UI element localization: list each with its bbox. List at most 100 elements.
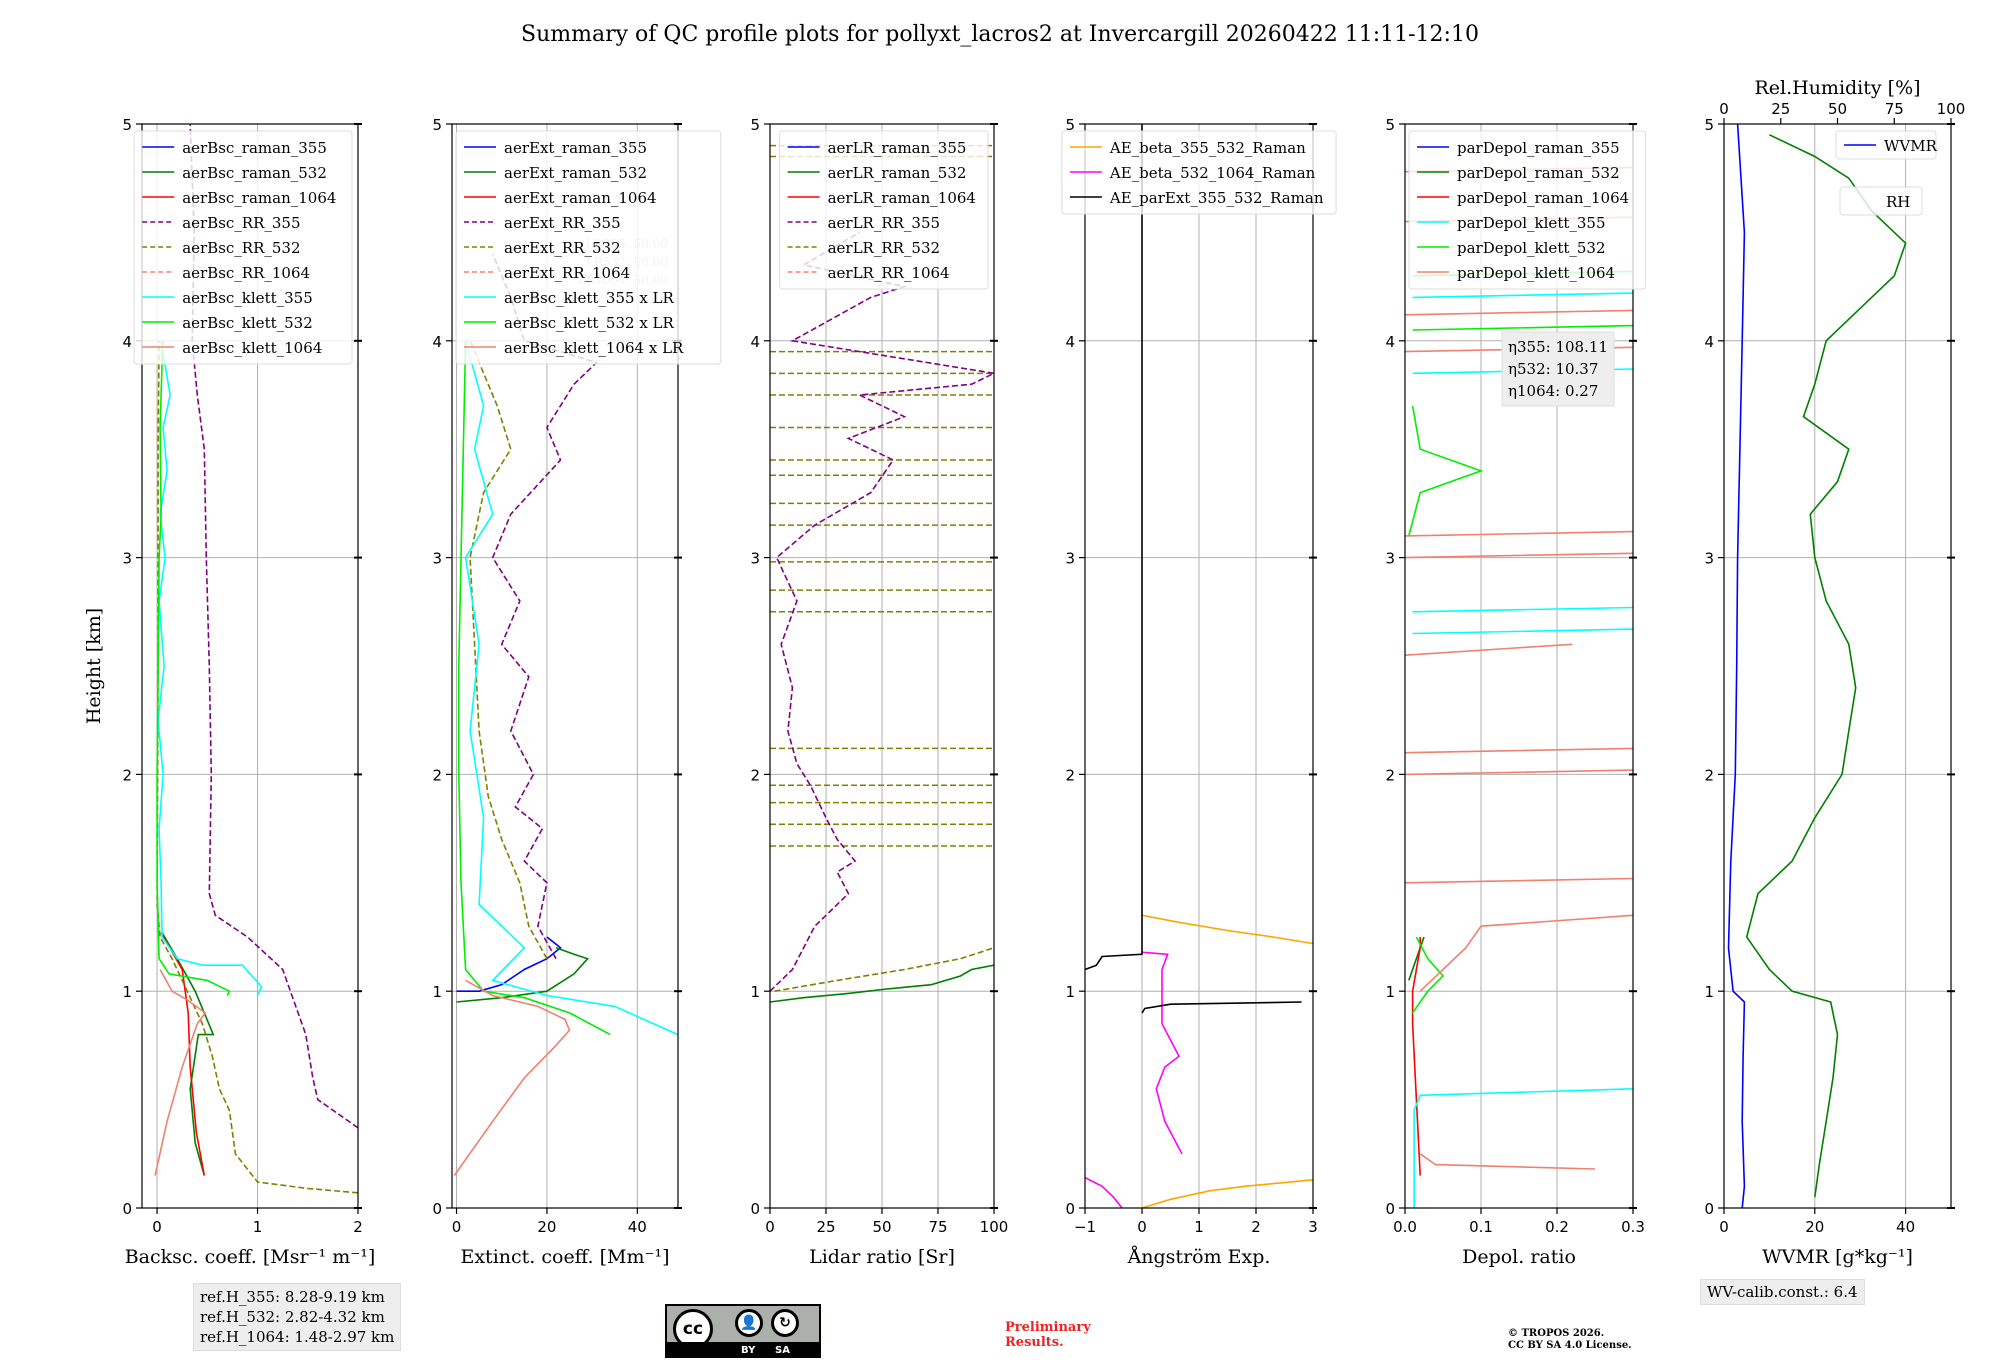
- x-axis-label: Extinct. coeff. [Mm⁻¹]: [460, 1246, 669, 1268]
- legend-label: aerLR_raman_532: [828, 164, 967, 182]
- y-tick-label: 5: [122, 116, 132, 134]
- y-tick-label: 4: [122, 333, 132, 351]
- share-alike-icon: ↻: [771, 1309, 799, 1337]
- legend-label: aerLR_RR_355: [828, 214, 940, 232]
- y-tick-label: 4: [1704, 333, 1714, 351]
- wv-calibration-box: WV-calib.const.: 6.4: [1700, 1279, 1865, 1305]
- y-axis-label: Height [km]: [83, 608, 105, 724]
- axes-frame: [141, 123, 359, 1209]
- preliminary-line-2: Results.: [1005, 1335, 1064, 1350]
- x-tick-label: 0.2: [1545, 1218, 1569, 1236]
- legend-angstrom: AE_beta_355_532_Raman AE_beta_532_1064_Ra…: [1061, 130, 1337, 215]
- legend-label: parDepol_raman_355: [1457, 139, 1620, 157]
- x2-tick-label: 50: [1828, 100, 1847, 118]
- y-tick-label: 5: [750, 116, 760, 134]
- x2-tick-label: 75: [1885, 100, 1904, 118]
- series-line: [1085, 124, 1302, 1014]
- x-tick-label: 50: [872, 1218, 891, 1236]
- y-tick-label: 1: [750, 983, 760, 1001]
- legend-label: aerBsc_klett_532: [182, 314, 313, 332]
- series-line: [1727, 124, 1746, 1208]
- y-tick-label: 1: [1065, 983, 1075, 1001]
- y-tick-label: 5: [432, 116, 442, 134]
- y-tick-label: 1: [122, 983, 132, 1001]
- legend-label: aerBsc_raman_1064: [182, 189, 336, 207]
- x-tick-label: 20: [1805, 1218, 1824, 1236]
- copyright-notice: © TROPOS 2026. CC BY SA 4.0 License.: [1508, 1328, 1632, 1352]
- depol-eta-annotation: η355: 108.11 η532: 10.37 η1064: 0.27: [1501, 331, 1615, 407]
- axes-frame: [451, 123, 679, 1209]
- legend-label: aerExt_RR_355: [504, 214, 621, 232]
- y-tick-label: 3: [750, 550, 760, 568]
- y-tick-label: 3: [432, 550, 442, 568]
- x-tick-label: 0.0: [1393, 1218, 1417, 1236]
- legend-label: aerLR_RR_1064: [828, 264, 950, 282]
- copyright-line-2: CC BY SA 4.0 License.: [1508, 1340, 1632, 1351]
- y-tick-label: 3: [1385, 550, 1395, 568]
- legend-label: aerLR_raman_355: [828, 139, 967, 157]
- person-icon: 👤: [735, 1309, 763, 1337]
- legend-backscatter: aerBsc_raman_355 aerBsc_raman_532 aerBsc_r…: [133, 130, 353, 365]
- ref-height-532: ref.H_532: 2.82-4.32 km: [200, 1308, 385, 1326]
- cc-badge-bar: BY SA: [667, 1342, 819, 1356]
- x2-tick-label: 0: [1719, 100, 1729, 118]
- legend-label: aerBsc_klett_355 x LR: [504, 289, 675, 307]
- series-line: [469, 340, 548, 960]
- legend-label: parDepol_raman_1064: [1457, 189, 1629, 207]
- series-line: [491, 253, 599, 960]
- legend-label: aerBsc_klett_532 x LR: [504, 314, 675, 332]
- x-tick-label: 0.3: [1621, 1218, 1645, 1236]
- legend-label: parDepol_klett_355: [1457, 214, 1606, 232]
- x-tick-label: 40: [628, 1218, 647, 1236]
- y-tick-label: 2: [750, 766, 760, 784]
- x-tick-label: 1: [253, 1218, 263, 1236]
- series-line: [464, 340, 678, 1036]
- x-tick-label: 2: [353, 1218, 363, 1236]
- series-line: [154, 969, 207, 1176]
- legend-rh: RH: [1839, 186, 1923, 216]
- legend-label: aerBsc_raman_355: [182, 139, 327, 157]
- panel-depol: 0 1 2 3 4 5 0.0 0.1 0.2 0.3 Depol. ratio parDepol_r…: [1385, 116, 1647, 1268]
- series-line: [456, 936, 562, 992]
- x-tick-label: 20: [537, 1218, 556, 1236]
- y-tick-label: 5: [1065, 116, 1075, 134]
- series-line: [458, 340, 611, 1036]
- series-line: [774, 947, 994, 992]
- legend-depol: parDepol_raman_355 parDepol_raman_532 parD…: [1408, 130, 1647, 290]
- series-line: [1408, 270, 1633, 1014]
- legend-label: aerLR_raman_1064: [828, 189, 976, 207]
- x-axis-label: Lidar ratio [Sr]: [809, 1246, 955, 1268]
- cc-sa-label: SA: [775, 1345, 790, 1356]
- reference-heights-box: ref.H_355: 8.28-9.19 km ref.H_532: 2.82-…: [193, 1283, 402, 1351]
- preliminary-notice: Preliminary Results.: [1005, 1320, 1091, 1350]
- legend-box: [779, 130, 989, 290]
- x-tick-label: 0.1: [1469, 1218, 1493, 1236]
- cc-license-badge: cc 👤 ↻ BY SA: [665, 1304, 821, 1358]
- x-tick-label: 0: [1719, 1218, 1729, 1236]
- annotation-line: η532: 10.37: [1508, 360, 1598, 378]
- annotation-line: η1064: 0.27: [1508, 382, 1598, 400]
- series-line: [156, 340, 231, 996]
- series-line: [1085, 951, 1183, 1208]
- y-tick-label: 3: [122, 550, 132, 568]
- plot-area-depol: [1405, 166, 1633, 1208]
- series-line: [1405, 166, 1633, 1170]
- y-tick-label: 0: [1385, 1200, 1395, 1218]
- y-tick-label: 0: [1065, 1200, 1075, 1218]
- y-tick-label: 0: [750, 1200, 760, 1218]
- legend-label: aerBsc_RR_532: [182, 239, 300, 257]
- x-axis-label: Backsc. coeff. [Msr⁻¹ m⁻¹]: [125, 1246, 376, 1268]
- ref-height-1064: ref.H_1064: 1.48-2.97 km: [200, 1328, 395, 1346]
- legend-label: aerBsc_raman_532: [182, 164, 327, 182]
- x2-axis-label: Rel.Humidity [%]: [1754, 77, 1920, 99]
- legend-label: aerExt_RR_1064: [504, 264, 630, 282]
- copyright-line-1: © TROPOS 2026.: [1508, 1328, 1605, 1339]
- y-tick-label: 4: [1065, 333, 1075, 351]
- x2-tick-label: 25: [1771, 100, 1790, 118]
- series-line: [1141, 914, 1313, 1208]
- legend-label: AE_beta_532_1064_Raman: [1109, 164, 1316, 182]
- y-tick-label: 3: [1704, 550, 1714, 568]
- legend-label: aerBsc_klett_1064: [182, 339, 322, 357]
